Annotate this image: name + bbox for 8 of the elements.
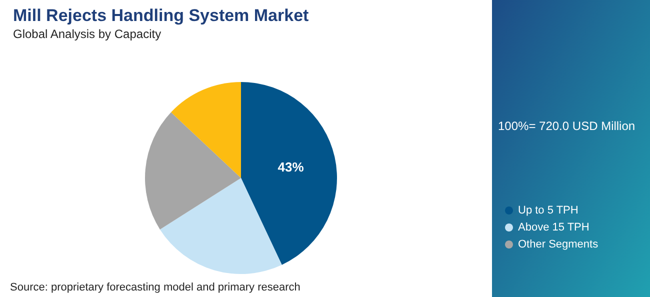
legend-label: Up to 5 TPH (518, 204, 578, 216)
data-label: 43% (278, 159, 304, 174)
text: 100%= 720.0 USD Million (498, 119, 636, 133)
legend-label: Above 15 TPH (518, 222, 590, 234)
source-note: Source: proprietary forecasting model and primary research (10, 282, 300, 294)
chart-title: Mill Rejects Handling System Market (13, 6, 310, 25)
chart-subtitle: Global Analysis by Capacity (13, 27, 162, 41)
legend-label: Other Segments (518, 238, 599, 250)
